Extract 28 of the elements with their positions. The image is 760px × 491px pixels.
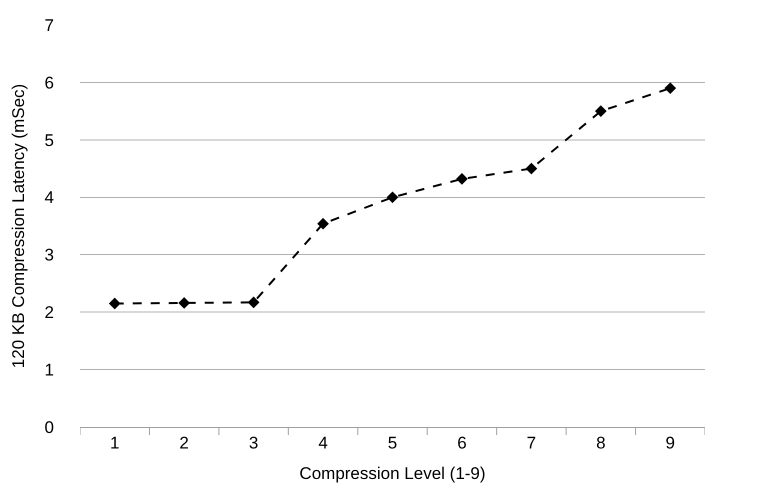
x-tick-label: 8 <box>596 433 606 452</box>
y-axis-title: 120 KB Compression Latency (mSec) <box>9 84 28 368</box>
point <box>248 296 260 308</box>
point <box>594 105 607 117</box>
x-tick-label: 9 <box>666 433 676 452</box>
y-tick-label: 1 <box>44 360 54 380</box>
y-tick-label: 5 <box>44 130 54 150</box>
point <box>317 218 329 230</box>
point <box>108 298 121 310</box>
y-tick-label: 3 <box>44 246 54 265</box>
point <box>456 173 468 185</box>
y-tick-label: 4 <box>44 188 54 208</box>
y-tick-label: 7 <box>44 16 54 35</box>
x-tick-label: 5 <box>388 433 398 452</box>
point <box>386 191 398 204</box>
point <box>526 162 538 174</box>
y-tick-label: 2 <box>44 303 54 322</box>
y-tick-label: 6 <box>44 73 54 92</box>
x-tick-label: 7 <box>526 433 536 452</box>
point <box>664 82 676 94</box>
y-tick-label: 0 <box>44 418 54 437</box>
x-axis-title: Compression Level (1-9) <box>299 464 486 483</box>
x-tick-label: 4 <box>318 433 328 452</box>
x-tick-label: 1 <box>110 433 120 452</box>
x-tick-label: 3 <box>248 433 258 452</box>
point <box>178 297 190 309</box>
x-tick-label: 2 <box>179 433 189 452</box>
x-tick-label: 6 <box>457 433 467 452</box>
